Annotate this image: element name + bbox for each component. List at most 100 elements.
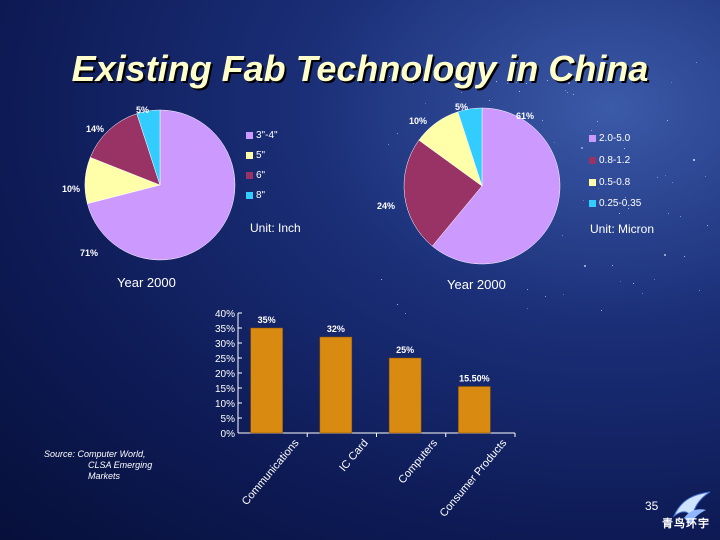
pie1-label-5in: 10% bbox=[62, 184, 81, 194]
legend-label: 5" bbox=[256, 150, 266, 161]
star-dot bbox=[425, 102, 427, 104]
legend-label: 8" bbox=[256, 190, 266, 201]
star-dot bbox=[699, 290, 701, 292]
bar-value-label: 25% bbox=[396, 345, 414, 355]
legend-label: 2.0-5.0 bbox=[599, 133, 631, 144]
y-tick-label: 30% bbox=[215, 339, 235, 350]
star-dot bbox=[598, 187, 600, 189]
star-dot bbox=[561, 234, 563, 236]
star-dot bbox=[692, 159, 695, 162]
pie2-legend-item-1: 2.0-5.0 bbox=[589, 133, 630, 144]
legend-label: 0.8-1.2 bbox=[599, 155, 631, 166]
star-dot bbox=[632, 283, 634, 285]
star-dot bbox=[516, 62, 518, 64]
source-line: CLSA Emerging bbox=[88, 460, 153, 470]
star-dot bbox=[581, 146, 584, 149]
star-dot bbox=[554, 141, 556, 143]
star-dot bbox=[667, 212, 669, 214]
bar-1 bbox=[250, 327, 283, 434]
legend-swatch bbox=[246, 152, 253, 159]
star-dot bbox=[601, 309, 603, 311]
pie1-label-8in: 5% bbox=[136, 105, 150, 115]
x-category-label: Computers bbox=[396, 437, 440, 486]
star-dot bbox=[627, 208, 629, 210]
star-dot bbox=[389, 75, 391, 77]
pie2-legend-item-4: 0.25-0.35 bbox=[589, 198, 641, 209]
legend-label: 0.5-0.8 bbox=[599, 177, 631, 188]
pie2-legend-item-3: 0.5-0.8 bbox=[589, 177, 630, 188]
pie2-label-05: 10% bbox=[409, 116, 428, 126]
star-dot bbox=[526, 289, 528, 291]
star-dot bbox=[412, 82, 414, 84]
y-tick-label: 0% bbox=[221, 429, 236, 440]
star-dot bbox=[671, 182, 673, 184]
pie2-legend-item-2: 0.8-1.2 bbox=[589, 155, 630, 166]
star-dot bbox=[625, 197, 627, 199]
star-dot bbox=[519, 91, 521, 93]
bar-value-label: 35% bbox=[258, 315, 276, 325]
star-dot bbox=[705, 175, 707, 177]
x-category-label: Consumer Products bbox=[438, 437, 510, 520]
pie1-legend-item-2: 5" bbox=[246, 150, 265, 161]
bar-value-label: 32% bbox=[327, 324, 345, 334]
y-tick-label: 15% bbox=[215, 384, 235, 395]
pie1-label-3-4in: 71% bbox=[80, 248, 99, 258]
star-dot bbox=[623, 147, 625, 149]
star-dot bbox=[387, 144, 389, 146]
source-line: Markets bbox=[88, 471, 121, 481]
star-dot bbox=[654, 279, 656, 281]
star-dot bbox=[460, 91, 462, 93]
x-category-label: Communications bbox=[240, 437, 302, 508]
pie1-label-6in: 14% bbox=[86, 124, 105, 134]
pie1-year-label: Year 2000 bbox=[117, 275, 176, 290]
legend-swatch bbox=[246, 132, 253, 139]
star-dot bbox=[641, 293, 643, 295]
bar-3 bbox=[388, 357, 422, 434]
legend-label: 6" bbox=[256, 170, 266, 181]
pie1-slice-4 bbox=[136, 109, 161, 186]
pie2-slice-1 bbox=[431, 107, 561, 265]
star-dot bbox=[495, 80, 497, 82]
legend-label: 0.25-0.35 bbox=[599, 198, 642, 209]
pie1-legend-item-4: 8" bbox=[246, 190, 265, 201]
legend-swatch bbox=[589, 200, 596, 207]
y-tick-label: 20% bbox=[215, 369, 235, 380]
star-dot bbox=[666, 119, 668, 121]
legend-swatch bbox=[246, 192, 253, 199]
star-dot bbox=[684, 256, 686, 257]
star-dot bbox=[404, 312, 406, 314]
y-tick-label: 5% bbox=[221, 414, 236, 425]
star-dot bbox=[549, 69, 552, 72]
star-dot bbox=[590, 129, 592, 131]
star-dot bbox=[582, 200, 584, 202]
legend-label: 3"-4" bbox=[256, 130, 278, 141]
pie1-legend-item-3: 6" bbox=[246, 170, 265, 181]
pie1-slice-1 bbox=[87, 109, 236, 261]
star-dot bbox=[392, 81, 394, 83]
star-dot bbox=[515, 82, 517, 84]
star-dot bbox=[480, 67, 482, 69]
star-dot bbox=[695, 61, 697, 63]
pie2-slice-2 bbox=[403, 139, 483, 247]
y-tick-label: 10% bbox=[215, 399, 235, 410]
pie1-unit-label: Unit: Inch bbox=[250, 221, 301, 235]
pie2-label-025: 5% bbox=[455, 102, 469, 112]
x-category-label: IC Card bbox=[337, 437, 371, 474]
star-dot bbox=[489, 99, 491, 101]
star-dot bbox=[525, 83, 527, 85]
star-dot bbox=[396, 304, 398, 306]
star-dot bbox=[380, 278, 382, 280]
star-dot bbox=[665, 174, 667, 176]
star-dot bbox=[663, 254, 666, 257]
pie2-label-08: 24% bbox=[377, 201, 396, 211]
pie2-label-20: 61% bbox=[516, 111, 535, 121]
source-note: Source: Computer World, CLSA Emerging Ma… bbox=[44, 449, 152, 482]
logo-text: 青鸟环宇 bbox=[662, 518, 710, 530]
star-dot bbox=[618, 212, 620, 214]
bird-logo-icon bbox=[672, 491, 711, 524]
star-dot bbox=[706, 225, 708, 227]
